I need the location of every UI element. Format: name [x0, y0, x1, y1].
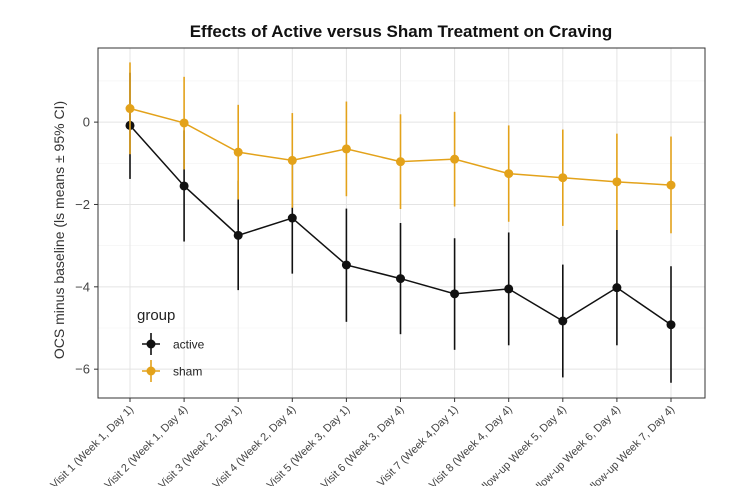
plot-panel-border — [97, 47, 706, 399]
data-point — [179, 181, 189, 191]
legend: group active sham — [137, 307, 205, 382]
data-point — [125, 104, 135, 114]
data-point — [396, 274, 405, 284]
data-point — [233, 147, 243, 157]
data-point — [341, 260, 351, 270]
legend-key-point — [146, 339, 156, 349]
data-point — [287, 213, 297, 223]
data-point — [558, 316, 568, 326]
legend-label-active: active — [173, 338, 205, 352]
data-point — [396, 157, 405, 167]
data-point — [450, 154, 460, 164]
chart-title: Effects of Active versus Sham Treatment … — [190, 22, 613, 41]
data-point — [341, 144, 351, 154]
data-point — [504, 284, 514, 294]
series-layer — [125, 62, 676, 383]
legend-key-point — [146, 366, 156, 376]
series-sham — [125, 62, 676, 234]
data-point — [287, 155, 297, 165]
data-point — [612, 283, 622, 293]
data-point — [504, 169, 514, 179]
data-point — [612, 177, 622, 187]
y-tick-label: −4 — [75, 279, 90, 294]
data-point — [666, 320, 676, 330]
y-axis-label: OCS minus baseline (ls means ± 95% CI) — [51, 101, 67, 359]
legend-title: group — [137, 307, 175, 324]
data-point — [666, 180, 676, 190]
data-point — [179, 118, 189, 128]
legend-label-sham: sham — [173, 365, 202, 379]
data-point — [233, 230, 243, 240]
data-point — [558, 173, 568, 183]
y-tick-label: −2 — [75, 197, 90, 212]
x-tick-label: Follow-up Week 7, Day 4) — [579, 404, 677, 486]
y-tick-label: 0 — [83, 115, 90, 130]
y-tick-label: −6 — [75, 362, 90, 377]
data-point — [450, 289, 460, 299]
